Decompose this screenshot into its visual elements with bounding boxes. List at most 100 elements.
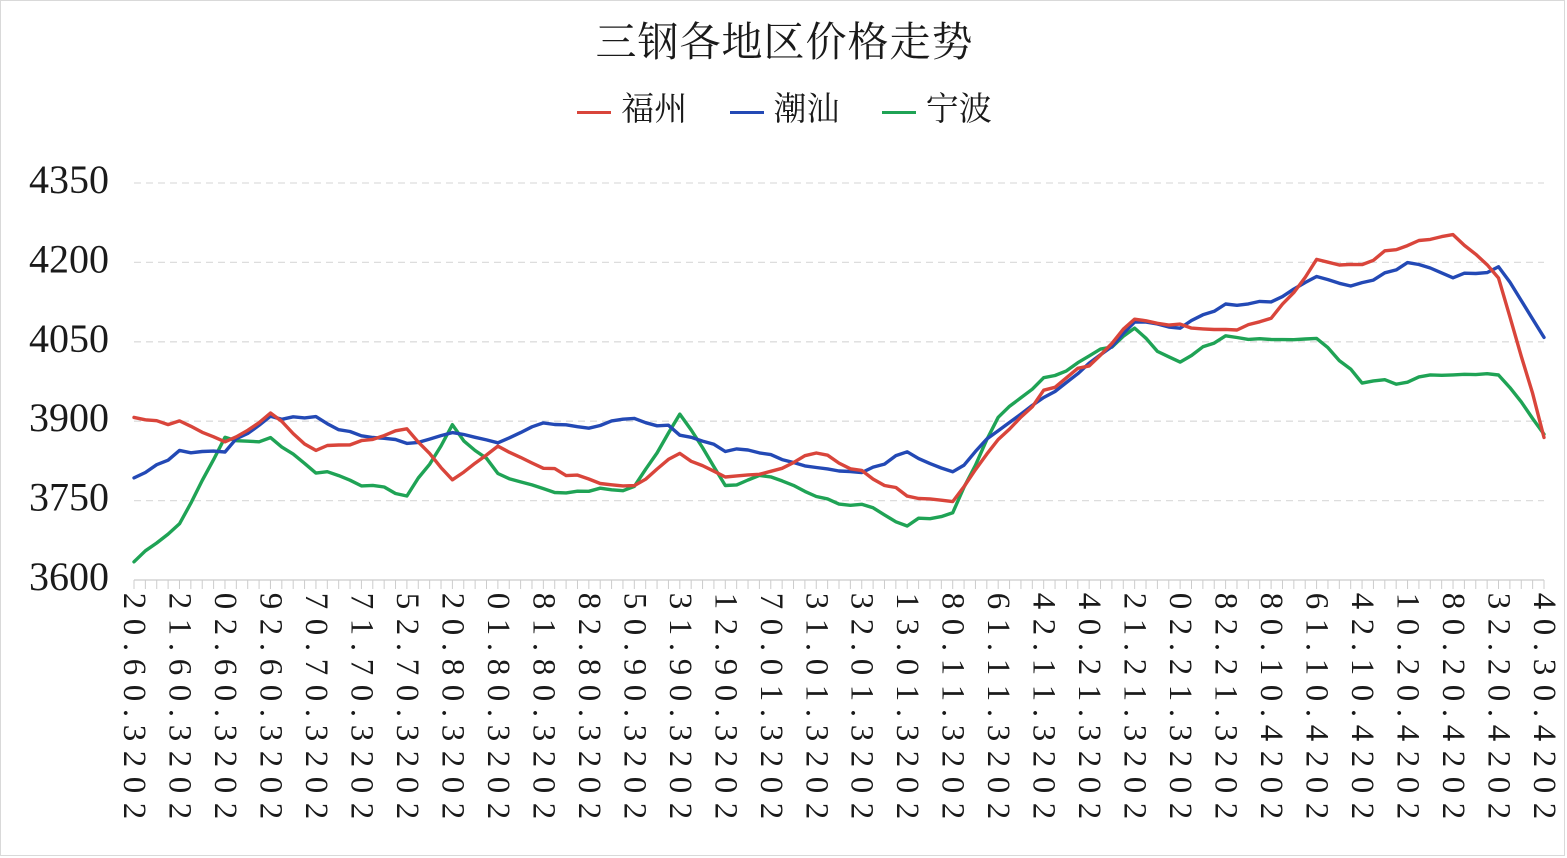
svg-text:2: 2	[162, 593, 198, 610]
svg-text:.: .	[616, 643, 652, 651]
svg-text:8: 8	[1208, 593, 1244, 610]
svg-text:0: 0	[844, 777, 880, 794]
svg-text:.: .	[1481, 709, 1517, 717]
svg-text:1: 1	[343, 619, 379, 636]
svg-text:0: 0	[571, 777, 607, 794]
svg-text:1: 1	[844, 685, 880, 702]
svg-text:2: 2	[1071, 803, 1107, 820]
svg-text:2: 2	[207, 803, 243, 820]
svg-text:3: 3	[1071, 725, 1107, 742]
svg-text:0: 0	[525, 777, 561, 794]
svg-text:3: 3	[480, 725, 516, 742]
svg-text:0: 0	[1481, 685, 1517, 702]
svg-text:.: .	[434, 643, 470, 651]
svg-text:0: 0	[116, 619, 152, 636]
svg-text:0: 0	[1435, 619, 1471, 636]
svg-text:.: .	[1253, 643, 1289, 651]
svg-text:2: 2	[662, 751, 698, 768]
svg-text:0: 0	[389, 777, 425, 794]
svg-text:8: 8	[1253, 593, 1289, 610]
svg-text:.: .	[662, 709, 698, 717]
svg-text:.: .	[980, 643, 1016, 651]
svg-text:3900: 3900	[29, 395, 109, 440]
svg-text:2: 2	[844, 803, 880, 820]
svg-text:.: .	[798, 709, 834, 717]
svg-text:0: 0	[1481, 777, 1517, 794]
svg-text:2: 2	[571, 619, 607, 636]
svg-text:2: 2	[707, 803, 743, 820]
svg-text:2: 2	[1117, 659, 1153, 676]
svg-text:2: 2	[707, 751, 743, 768]
svg-text:0: 0	[616, 619, 652, 636]
svg-text:.: .	[525, 709, 561, 717]
svg-text:3: 3	[298, 725, 334, 742]
svg-text:2: 2	[980, 803, 1016, 820]
svg-text:4350: 4350	[29, 157, 109, 202]
svg-text:2: 2	[571, 751, 607, 768]
svg-text:.: .	[1390, 709, 1426, 717]
svg-text:0: 0	[571, 685, 607, 702]
svg-text:.: .	[1435, 643, 1471, 651]
svg-text:0: 0	[480, 685, 516, 702]
svg-text:2: 2	[162, 803, 198, 820]
svg-text:2: 2	[1162, 803, 1198, 820]
svg-text:0: 0	[207, 777, 243, 794]
svg-text:.: .	[253, 643, 289, 651]
svg-text:.: .	[1162, 643, 1198, 651]
svg-text:9: 9	[253, 593, 289, 610]
svg-text:3: 3	[1117, 725, 1153, 742]
svg-text:.: .	[480, 643, 516, 651]
svg-text:1: 1	[935, 685, 971, 702]
svg-text:0: 0	[434, 685, 470, 702]
svg-text:9: 9	[616, 659, 652, 676]
svg-text:2: 2	[1117, 751, 1153, 768]
svg-text:2: 2	[1390, 803, 1426, 820]
svg-text:0: 0	[207, 593, 243, 610]
svg-text:2: 2	[207, 619, 243, 636]
svg-text:7: 7	[343, 659, 379, 676]
svg-text:0: 0	[1253, 619, 1289, 636]
svg-text:0: 0	[1526, 685, 1562, 702]
svg-text:2: 2	[389, 751, 425, 768]
svg-text:9: 9	[707, 659, 743, 676]
svg-text:1: 1	[980, 619, 1016, 636]
svg-text:.: .	[253, 709, 289, 717]
svg-text:6: 6	[207, 659, 243, 676]
svg-text:3: 3	[525, 725, 561, 742]
svg-text:3: 3	[707, 725, 743, 742]
svg-text:1: 1	[1253, 659, 1289, 676]
svg-text:.: .	[343, 643, 379, 651]
svg-text:0: 0	[1526, 777, 1562, 794]
svg-text:8: 8	[525, 593, 561, 610]
svg-text:3: 3	[116, 725, 152, 742]
svg-text:.: .	[207, 643, 243, 651]
svg-text:2: 2	[1481, 619, 1517, 636]
svg-text:2: 2	[298, 751, 334, 768]
svg-text:2: 2	[1299, 803, 1335, 820]
svg-text:0: 0	[298, 619, 334, 636]
svg-text:3: 3	[889, 725, 925, 742]
svg-text:2: 2	[616, 803, 652, 820]
svg-text:3: 3	[798, 725, 834, 742]
svg-text:2: 2	[1435, 751, 1471, 768]
svg-text:0: 0	[1390, 619, 1426, 636]
svg-text:2: 2	[1299, 751, 1335, 768]
svg-text:3: 3	[389, 725, 425, 742]
svg-text:2: 2	[1390, 659, 1426, 676]
svg-text:0: 0	[1071, 777, 1107, 794]
svg-text:1: 1	[662, 619, 698, 636]
svg-text:0: 0	[1117, 777, 1153, 794]
svg-text:2: 2	[662, 803, 698, 820]
svg-text:2: 2	[253, 803, 289, 820]
svg-text:3600: 3600	[29, 554, 109, 599]
svg-text:6: 6	[253, 659, 289, 676]
svg-text:2: 2	[889, 803, 925, 820]
svg-text:2: 2	[525, 803, 561, 820]
svg-text:3: 3	[753, 725, 789, 742]
svg-text:0: 0	[1162, 777, 1198, 794]
svg-text:3: 3	[662, 593, 698, 610]
svg-text:.: .	[707, 643, 743, 651]
svg-text:.: .	[935, 643, 971, 651]
svg-text:0: 0	[480, 593, 516, 610]
svg-text:2: 2	[298, 803, 334, 820]
